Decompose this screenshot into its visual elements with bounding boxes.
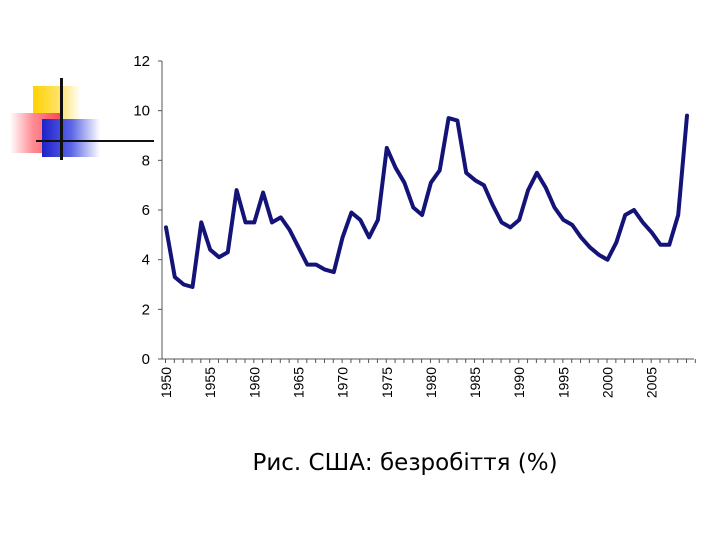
y-tick-label: 10 — [133, 103, 150, 120]
x-tick-label: 1960 — [246, 367, 262, 398]
x-tick-label: 1965 — [290, 367, 306, 398]
x-tick-label: 1955 — [202, 367, 218, 398]
x-tick-label: 1995 — [555, 367, 571, 398]
x-tick-label: 2000 — [600, 367, 616, 398]
decorative-blue-square — [42, 119, 100, 157]
unemployment-series-line — [164, 113, 689, 289]
x-tick-label: 1985 — [467, 367, 483, 398]
x-tick-label: 2005 — [644, 367, 660, 398]
y-tick-label: 8 — [142, 152, 150, 169]
y-tick-label: 2 — [142, 301, 150, 318]
decorative-horizontal-line — [36, 140, 154, 142]
x-axis-ticks: 1950 1955 1960 1965 1970 1975 1980 1985 1990 1995… — [158, 359, 696, 398]
x-tick-label: 1975 — [379, 367, 395, 398]
y-tick-label: 6 — [142, 202, 150, 219]
x-tick-label: 1970 — [335, 367, 351, 398]
y-tick-label: 0 — [142, 351, 150, 368]
y-tick-label: 12 — [133, 53, 150, 70]
x-tick-label: 1980 — [423, 367, 439, 398]
x-tick-label: 1990 — [511, 367, 527, 398]
y-axis-ticks: 0 2 4 6 8 10 12 — [133, 53, 162, 368]
decorative-vertical-line — [60, 78, 63, 160]
x-tick-label: 1950 — [158, 367, 174, 398]
y-tick-label: 4 — [142, 252, 150, 269]
chart-caption: Рис. США: безробіття (%) — [252, 450, 558, 476]
series-group — [164, 113, 689, 289]
